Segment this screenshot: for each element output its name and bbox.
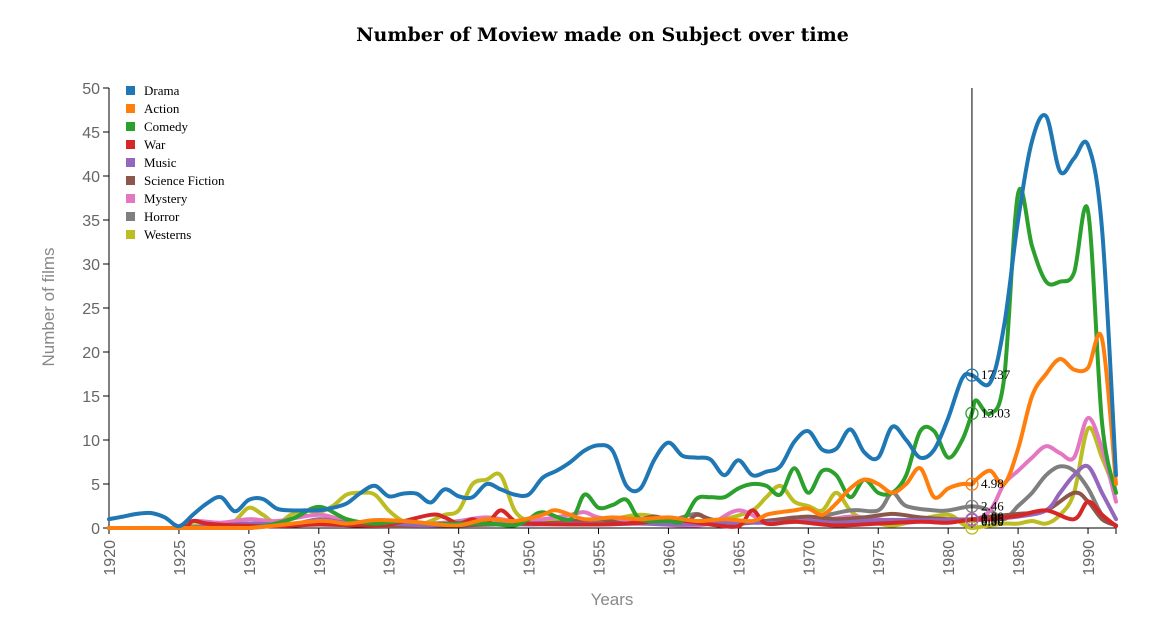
- chart-title: Number of Moview made on Subject over ti…: [356, 24, 849, 46]
- x-tick-label: 1975: [871, 540, 888, 576]
- y-tick-label: 45: [82, 125, 100, 142]
- legend-label: Science Fiction: [144, 173, 225, 188]
- legend-label: Music: [144, 155, 177, 170]
- y-tick-label: 0: [91, 521, 100, 538]
- hover-marker: [965, 513, 979, 527]
- hover-value-label: 17.37: [981, 367, 1011, 382]
- x-axis: 1920 1925 1930 1935 1940 1945 1950 1955 1960 1965…: [102, 527, 1117, 576]
- legend-label: Comedy: [144, 119, 189, 134]
- hover-value-label: 0.96: [981, 512, 1004, 527]
- y-tick-label: 25: [82, 301, 100, 318]
- x-tick-label: 1925: [172, 540, 189, 576]
- x-tick-label: 1920: [102, 540, 119, 576]
- series-line-comedy: [107, 187, 1118, 531]
- hover-value-label: 2.46: [981, 498, 1004, 513]
- legend-label: War: [144, 137, 166, 152]
- hover-marker: [965, 368, 979, 382]
- series-line-war: [107, 499, 1118, 531]
- y-axis: 0 5 10 15 20 25 30 35 40 45 50: [82, 81, 110, 538]
- x-tick-label: 1985: [1011, 540, 1028, 576]
- hover-marker: [965, 521, 979, 535]
- y-tick-label: 50: [82, 81, 100, 98]
- y-tick-label: 15: [82, 389, 100, 406]
- y-tick-label: 5: [91, 477, 100, 494]
- legend-label: Westerns: [144, 227, 191, 242]
- series-line-westerns: [107, 425, 1118, 531]
- legend-swatch: [126, 230, 135, 239]
- legend-label: Drama: [144, 83, 180, 98]
- hover-marker: [965, 406, 979, 420]
- legend-label: Horror: [144, 209, 180, 224]
- y-axis-title: Number of films: [39, 247, 58, 366]
- x-tick-label: 1935: [312, 540, 329, 576]
- hover-value-label: 0.96: [981, 510, 1004, 525]
- legend-swatch: [126, 140, 135, 149]
- legend-swatch: [126, 104, 135, 113]
- x-tick-label: 1965: [731, 540, 748, 576]
- legend-swatch: [126, 86, 135, 95]
- legend-swatch: [126, 176, 135, 185]
- series-line-action: [107, 332, 1118, 531]
- hover-value-label: 1.00: [981, 509, 1004, 524]
- x-tick-label: 1945: [452, 540, 469, 576]
- hover-marker: [965, 499, 979, 514]
- series-line-drama: [107, 113, 1118, 529]
- x-tick-label: 1955: [592, 540, 609, 576]
- hover-value-label: 0.90: [981, 513, 1004, 528]
- hover-marker: [965, 477, 979, 491]
- x-tick-label: 1990: [1081, 540, 1098, 576]
- legend-swatch: [126, 122, 135, 131]
- y-tick-label: 20: [82, 345, 100, 362]
- x-tick-label: 1970: [801, 540, 818, 576]
- legend-swatch: [126, 158, 135, 167]
- x-axis-title: Years: [591, 590, 634, 609]
- y-tick-label: 35: [82, 213, 100, 230]
- hover-value-label: 4.98: [981, 476, 1004, 491]
- x-tick-label: 1980: [941, 540, 958, 576]
- hover-value-label: 13.03: [981, 405, 1010, 420]
- y-tick-label: 40: [82, 169, 100, 186]
- x-tick-label: 1950: [522, 540, 539, 576]
- x-tick-label: 1960: [661, 540, 678, 576]
- x-tick-label: 1930: [242, 540, 259, 576]
- legend-swatch: [126, 194, 135, 203]
- legend: Drama Action Comedy War Music Science Fiction…: [126, 83, 225, 242]
- x-tick-label: 1940: [382, 540, 399, 576]
- y-tick-label: 30: [82, 257, 100, 274]
- legend-label: Mystery: [144, 191, 188, 206]
- hover-value-label: 0.00: [981, 514, 1004, 529]
- y-tick-label: 10: [82, 433, 100, 450]
- series-layer: [107, 113, 1118, 531]
- legend-swatch: [126, 212, 135, 221]
- legend-label: Action: [144, 101, 180, 116]
